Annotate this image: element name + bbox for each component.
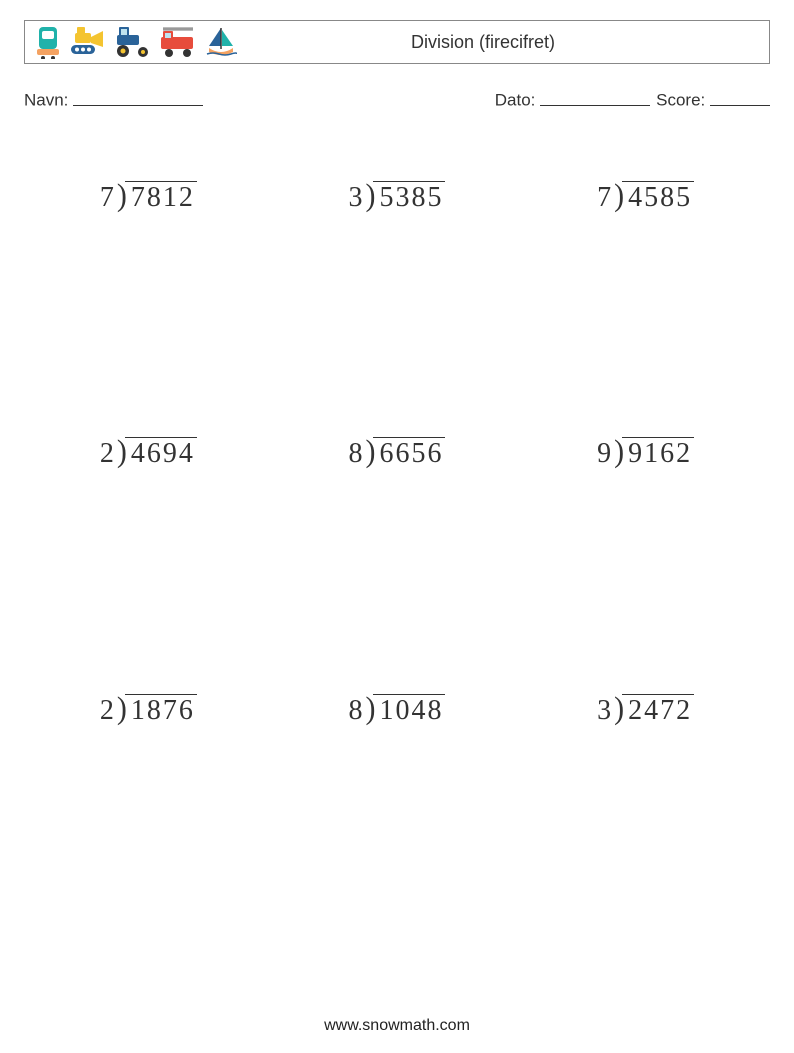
dividend: 1876 xyxy=(125,694,197,727)
long-division-problem: 3)5385 xyxy=(348,181,445,214)
date-blank[interactable] xyxy=(540,86,650,106)
divisor: 8 xyxy=(348,438,365,470)
sailboat-icon xyxy=(205,26,237,58)
divisor: 9 xyxy=(597,438,614,470)
dividend: 4694 xyxy=(125,437,197,470)
problem-cell: 8)1048 xyxy=(273,684,522,941)
problem-cell: 3)2472 xyxy=(521,684,770,941)
divisor: 8 xyxy=(348,695,365,727)
firetruck-icon xyxy=(159,27,199,57)
problem-cell: 7)7812 xyxy=(24,171,273,428)
worksheet-header: Division (firecifret) xyxy=(24,20,770,64)
divisor: 7 xyxy=(100,182,117,214)
long-division-problem: 2)1876 xyxy=(100,694,197,727)
dividend: 1048 xyxy=(373,694,445,727)
divisor: 3 xyxy=(348,182,365,214)
problem-cell: 9)9162 xyxy=(521,427,770,684)
problem-cell: 7)4585 xyxy=(521,171,770,428)
dividend: 7812 xyxy=(125,181,197,214)
date-field: Dato: xyxy=(495,86,650,111)
long-division-problem: 9)9162 xyxy=(597,437,694,470)
divisor: 7 xyxy=(597,182,614,214)
date-label: Dato: xyxy=(495,91,536,110)
divisor: 2 xyxy=(100,438,117,470)
train-icon xyxy=(33,25,63,59)
problem-cell: 3)5385 xyxy=(273,171,522,428)
name-blank[interactable] xyxy=(73,86,203,106)
divisor: 3 xyxy=(597,695,614,727)
dividend: 2472 xyxy=(622,694,694,727)
worksheet-title: Division (firecifret) xyxy=(237,32,769,53)
long-division-problem: 8)1048 xyxy=(348,694,445,727)
score-blank[interactable] xyxy=(710,86,770,106)
dividend: 4585 xyxy=(622,181,694,214)
problem-cell: 2)1876 xyxy=(24,684,273,941)
problem-cell: 8)6656 xyxy=(273,427,522,684)
long-division-problem: 2)4694 xyxy=(100,437,197,470)
dividend: 9162 xyxy=(622,437,694,470)
long-division-problem: 8)6656 xyxy=(348,437,445,470)
bulldozer-icon xyxy=(69,27,107,57)
problems-grid: 7)7812 3)5385 7)4585 2)4694 8)6656 9)9162 2)18… xyxy=(24,171,770,941)
tractor-icon xyxy=(113,27,153,57)
footer-url: www.snowmath.com xyxy=(0,1017,794,1035)
dividend: 6656 xyxy=(373,437,445,470)
long-division-problem: 3)2472 xyxy=(597,694,694,727)
score-field: Score: xyxy=(656,86,770,111)
name-label: Navn: xyxy=(24,91,68,110)
header-icons xyxy=(33,25,237,59)
divisor: 2 xyxy=(100,695,117,727)
dividend: 5385 xyxy=(373,181,445,214)
meta-row: Navn: Dato: Score: xyxy=(24,86,770,111)
name-field: Navn: xyxy=(24,86,203,111)
long-division-problem: 7)4585 xyxy=(597,181,694,214)
long-division-problem: 7)7812 xyxy=(100,181,197,214)
problem-cell: 2)4694 xyxy=(24,427,273,684)
score-label: Score: xyxy=(656,91,705,110)
